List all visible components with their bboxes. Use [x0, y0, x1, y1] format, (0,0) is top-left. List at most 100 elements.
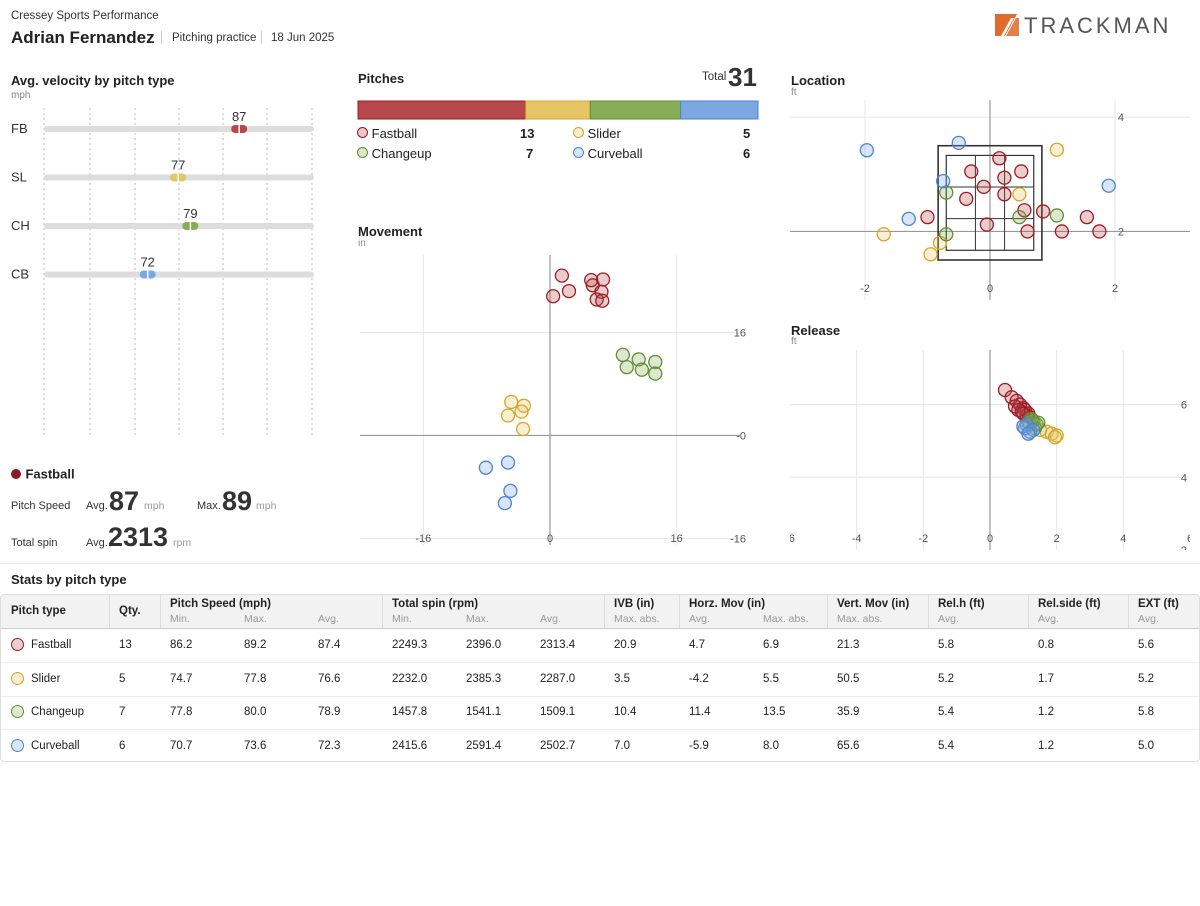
curveball-icon: [11, 738, 24, 752]
col-relh-avg: Avg.: [938, 613, 959, 625]
velocity-row-label: CH: [11, 218, 30, 233]
cell-spin-min: 1457.8: [392, 706, 428, 718]
point-fastball: [1035, 204, 1051, 219]
y-tick-label: 2: [1118, 226, 1124, 238]
movement-chart: -16 0 16 16 -0 -16: [360, 255, 746, 546]
pitch-speed-label: Pitch Speed: [11, 500, 71, 512]
location-chart: -2 0 2 4 2: [790, 100, 1190, 300]
point-curveball: [500, 455, 516, 470]
cell-spd-max: 89.2: [244, 639, 267, 651]
total-label: Total: [702, 71, 727, 83]
avg-speed-label: Avg.: [86, 500, 108, 512]
cell-ivb: 20.9: [614, 639, 637, 651]
slider-icon: [11, 671, 24, 685]
col-speed-min: Min.: [170, 613, 190, 625]
col-speed-max: Max.: [244, 613, 267, 625]
legend-slider: Slider: [573, 126, 621, 141]
point-changeup: [939, 227, 954, 242]
changeup-legend-icon: [357, 147, 368, 158]
point-curveball: [935, 173, 951, 189]
cell-horz-avg: -4.2: [689, 672, 709, 685]
point-changeup: [1012, 209, 1027, 225]
col-horz-avg: Avg.: [689, 613, 710, 625]
point-fastball: [976, 179, 991, 195]
total-pitches-value: 31: [728, 62, 757, 92]
avg-speed-unit: mph: [144, 500, 165, 512]
x-tick-label: -6: [790, 533, 795, 545]
x-tick-label: 16: [671, 533, 683, 545]
cell-qty: 13: [119, 639, 132, 651]
col-relside-avg: Avg.: [1038, 613, 1059, 625]
col-rel-h: Rel.h (ft): [938, 598, 985, 610]
legend-fastball-name: Fastball: [371, 126, 418, 141]
point-changeup: [619, 359, 634, 375]
cell-ext: 5.8: [1138, 706, 1154, 718]
point-changeup: [634, 362, 649, 377]
point-curveball: [503, 483, 518, 499]
avg-spin-unit: rpm: [173, 537, 192, 549]
x-tick-label: 4: [1120, 533, 1126, 545]
point-fastball: [554, 268, 570, 283]
velocity-value: 79: [183, 206, 197, 221]
point-changeup: [648, 354, 663, 370]
release-unit: ft: [791, 336, 797, 347]
cell-spd-avg: 78.9: [318, 706, 341, 718]
point-slider: [1047, 430, 1063, 445]
cell-relside: 0.8: [1038, 639, 1054, 651]
cell-horz-max: 13.5: [763, 706, 786, 718]
cell-spd-max: 73.6: [244, 739, 267, 752]
pitches-title: Pitches: [358, 71, 405, 86]
col-ext: EXT (ft): [1138, 598, 1179, 610]
pitch-mix-segment: [525, 100, 591, 120]
point-fastball: [561, 283, 577, 299]
header-divider: [261, 31, 262, 44]
point-changeup: [615, 347, 630, 363]
section-divider: [0, 563, 1200, 564]
y-tick-label: 4: [1118, 112, 1124, 124]
point-curveball: [951, 135, 966, 151]
cell-horz-max: 5.5: [763, 672, 779, 685]
point-curveball: [1101, 178, 1116, 193]
player-name: Adrian Fernandez: [11, 28, 155, 47]
point-changeup: [939, 185, 954, 200]
fastball-legend-icon: [357, 127, 368, 138]
cell-vert: 65.6: [837, 739, 860, 752]
point-fastball: [589, 292, 604, 307]
col-vert-maxabs: Max. abs.: [837, 613, 883, 625]
col-pitch-speed: Pitch Speed (mph): [170, 598, 271, 610]
cell-spin-avg: 2502.7: [540, 739, 576, 752]
col-total-spin: Total spin (rpm): [392, 598, 479, 610]
cell-ivb: 7.0: [614, 739, 630, 752]
cell-horz-avg: 4.7: [689, 639, 705, 651]
col-qty: Qty.: [119, 605, 141, 617]
col-horz-mov: Horz. Mov (in): [689, 598, 766, 610]
point-fastball: [1092, 224, 1107, 239]
point-fastball: [584, 272, 599, 288]
row-pitch-name: Curveball: [31, 739, 80, 752]
header-divider: [161, 31, 162, 44]
cell-spin-max: 2396.0: [466, 639, 502, 651]
legend-changeup: Changeup: [357, 146, 432, 161]
point-slider: [515, 421, 531, 437]
row-pitch-name: Slider: [31, 672, 61, 685]
cell-spd-avg: 76.6: [318, 672, 341, 685]
velocity-track: [44, 271, 314, 278]
point-curveball: [478, 460, 494, 475]
point-curveball: [1021, 426, 1036, 441]
cell-spd-max: 77.8: [244, 672, 267, 685]
col-spin-avg: Avg.: [540, 613, 561, 625]
cell-horz-avg: 11.4: [689, 706, 711, 718]
point-fastball: [997, 187, 1012, 202]
point-slider: [876, 227, 891, 242]
movement-title: Movement: [358, 224, 423, 239]
strike-zone: [937, 144, 1043, 261]
pitch-mix-segment: [589, 100, 682, 120]
point-fastball: [1079, 209, 1095, 225]
cell-ext: 5.0: [1138, 739, 1154, 752]
velocity-track: [44, 126, 314, 132]
table-row: Curveball 6 70.7 73.6 72.3 2415.6 2591.4 2502.7…: [1, 730, 1199, 762]
cell-spin-avg: 2287.0: [540, 672, 576, 685]
point-slider: [504, 394, 519, 410]
avg-spin-value: 2313: [108, 522, 169, 552]
cell-ext: 5.6: [1138, 639, 1154, 651]
